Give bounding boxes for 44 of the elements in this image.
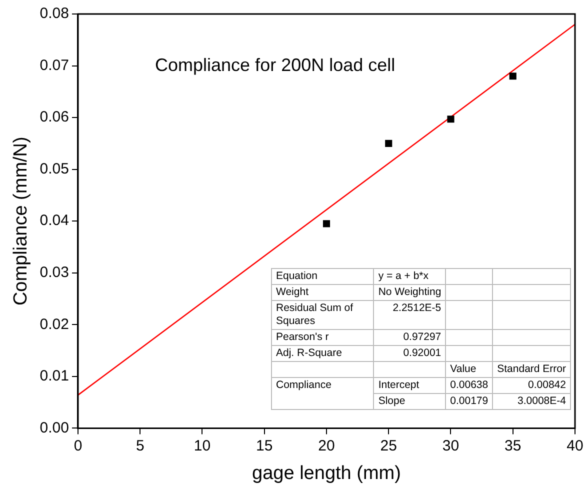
annotation: 0.00842 [492, 378, 570, 394]
point [385, 140, 392, 147]
x-tick-label: 15 [256, 437, 273, 454]
y-tick-label: 0.05 [40, 160, 69, 178]
y-tick-label: 0.04 [40, 212, 69, 230]
y-tick-label: 0.00 [40, 419, 69, 436]
y-tick-label: 0.03 [40, 264, 69, 282]
y-tick-label: 0.01 [40, 368, 69, 385]
annotation: 2.2512E-5 [374, 300, 446, 330]
annotation: Pearson's r [272, 330, 374, 346]
point [447, 116, 454, 123]
annotation: Value [446, 362, 493, 378]
x-tick-label: 25 [380, 437, 397, 454]
annotation: Adj. R-Square [272, 346, 374, 362]
x-tick-label: 5 [136, 437, 144, 454]
y-tick-label: 0.07 [40, 56, 69, 74]
x-axis-title: gage length (mm) [252, 462, 401, 484]
annotation: 0.00179 [446, 394, 493, 410]
text: Compliance for 200N load cell [155, 55, 396, 76]
x-tick-label: 40 [566, 437, 584, 454]
annotation: Standard Error [492, 362, 570, 378]
annotation: Intercept [374, 378, 446, 394]
annotation: Compliance [272, 378, 374, 410]
x-tick-label: 0 [74, 437, 82, 454]
annotation: Slope [374, 394, 446, 410]
annotation: y = a + b*x [374, 268, 446, 285]
x-tick-label: 30 [442, 437, 460, 454]
x-tick-label: 10 [194, 437, 211, 454]
annotation: 0.00638 [446, 378, 493, 394]
annotation: Residual Sum of Squares [272, 300, 374, 330]
point [322, 220, 330, 228]
annotation: No Weighting [374, 284, 446, 301]
annotation: 3.0008E-4 [492, 394, 570, 410]
annotation: 0.92001 [374, 346, 446, 362]
y-tick-label: 0.08 [40, 5, 69, 22]
y-tick-label: 0.06 [40, 108, 69, 126]
x-tick-label: 20 [318, 437, 335, 454]
annotation: Weight [272, 284, 374, 301]
annotation: Equation [272, 268, 374, 285]
annotation: 0.97297 [374, 330, 446, 346]
y-axis-title: Compliance (mm/N) [10, 136, 32, 306]
x-tick-label: 35 [504, 437, 522, 454]
point [509, 72, 516, 80]
y-tick-label: 0.02 [40, 316, 69, 333]
